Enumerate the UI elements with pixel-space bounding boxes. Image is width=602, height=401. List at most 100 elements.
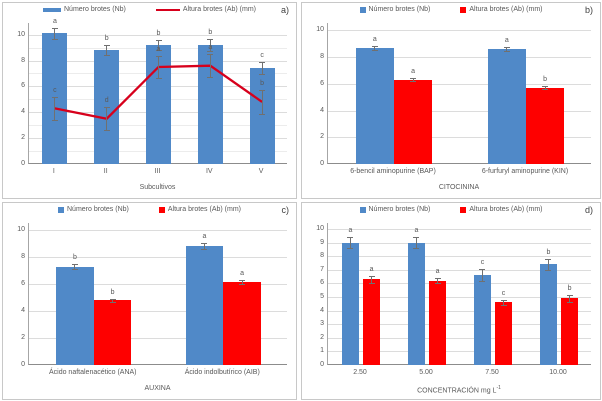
error-bar [54,96,56,120]
y-tick-label: 10 [316,225,324,233]
significance-letter: b [546,249,551,256]
error-bar-cap-top [109,298,116,300]
error-bar [544,86,546,90]
error-bar-cap-bottom [155,77,162,79]
significance-letter: a [411,68,416,76]
legend: Número brotes (Nb) Altura brotes (Ab) (mm… [302,6,600,13]
legend: Número brotes (Nb) Altura brotes (Ab) (mm… [302,206,600,213]
bar-altura-brotes [526,87,565,164]
error-bar-cap-top [51,96,58,98]
x-axis-title-superscript: -1 [496,385,501,391]
y-tick-label: 2 [21,134,25,142]
error-bar [203,243,205,249]
y-tick-label: 6 [21,280,25,288]
y-tick-label: 2 [21,334,25,342]
legend-label: Número brotes (Nb) [64,6,126,13]
grid-line [328,269,591,271]
y-tick-label: 7 [320,265,324,273]
error-bar-cap-top [155,55,162,57]
legend-item: Altura brotes (Ab) (mm) [155,6,256,13]
error-bar-cap-bottom [503,51,510,53]
grid-line [328,283,591,285]
error-bar [106,44,108,56]
error-bar [547,259,549,270]
significance-letter: c [260,52,264,60]
y-tick-label: 0 [21,160,25,167]
significance-letter: a [52,17,57,25]
error-bar [209,38,211,52]
error-bar-cap-top [500,299,507,301]
error-bar-cap-top [545,259,552,260]
error-bar-cap-bottom [259,113,266,115]
y-tick-label: 4 [21,108,25,116]
grid-line [29,338,287,340]
legend-label: Altura brotes (Ab) (mm) [469,6,543,13]
x-tick-label: 10.00 [549,369,567,376]
legend-label: Número brotes (Nb) [368,206,431,213]
error-bar [106,107,108,131]
error-bar [209,54,211,78]
significance-letter: a [504,37,509,45]
significance-letter: a [372,35,377,43]
legend-square-swatch-icon [158,206,165,213]
error-bar-cap-top [347,237,354,239]
error-bar-cap-bottom [368,282,375,284]
significance-letter: b [156,29,161,37]
error-bar-cap-bottom [347,248,354,250]
error-bar [349,237,351,249]
bar-numero-brotes [487,49,526,164]
error-bar-cap-top [103,107,110,109]
x-tick-label: Ácido indolbutírico (AIB) [184,369,260,376]
grid-line [328,229,591,231]
error-bar [241,279,243,284]
error-bar-cap-bottom [51,39,58,41]
error-bar-cap-bottom [566,301,573,303]
grid-line [328,310,591,312]
error-bar [371,275,373,283]
bar-altura-brotes [394,79,433,164]
panel-letter: a) [280,5,289,15]
error-bar-cap-bottom [201,248,208,250]
error-bar-cap-top [368,275,375,277]
bar-altura-brotes [428,280,447,365]
y-tick-label: 4 [21,307,25,315]
error-bar-cap-top [155,39,162,41]
error-bar [503,299,505,306]
grid-line [29,257,287,259]
x-tick-label: 2.50 [353,369,367,376]
bar-numero-brotes [473,275,492,365]
panel-d: Número brotes (Nb) Altura brotes (Ab) (mm… [301,202,601,400]
error-bar-cap-bottom [410,81,417,83]
grid-line [328,57,591,59]
bar-numero-brotes [355,47,394,164]
panel-b: Número brotes (Nb) Altura brotes (Ab) (mm… [301,2,601,199]
error-bar-cap-top [410,78,417,80]
error-bar-cap-bottom [207,77,214,79]
x-tick-label: III [154,168,161,175]
bar-numero-brotes [185,245,224,365]
y-tick-label: 4 [320,306,324,314]
legend-item: Número brotes (Nb) [43,6,126,13]
legend-item: Número brotes (Nb) [359,6,430,13]
error-bar-cap-top [259,62,266,64]
y-tick-label: 2 [320,133,324,141]
grid-line [328,351,591,353]
plot-area: a a a b [327,23,591,164]
y-tick-label: 0 [21,361,25,368]
bar-numero-brotes [249,68,275,164]
legend-item: Número brotes (Nb) [359,206,431,213]
bar-numero-brotes [341,242,360,365]
grid-line [328,256,591,258]
significance-letter: b [543,76,548,84]
y-tick-label: 8 [21,253,25,261]
error-bar [506,47,508,52]
bar-numero-brotes [94,50,120,164]
error-bar-cap-top [239,279,246,281]
significance-letter: d [104,97,109,105]
x-axis-title: Subcultivos [139,184,176,191]
legend-label: Número brotes (Nb) [67,206,129,213]
grid-line [328,337,591,339]
error-bar-cap-top [201,243,208,245]
x-tick-label: 6-furfuryl aminopurine (KIN) [481,168,569,175]
